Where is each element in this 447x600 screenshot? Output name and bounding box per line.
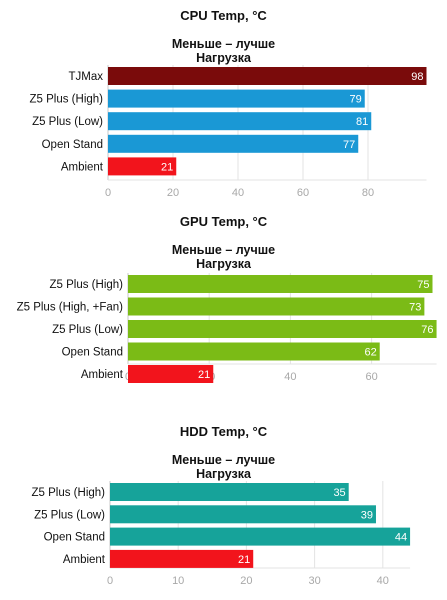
bar	[110, 483, 349, 501]
value-label: 81	[356, 116, 368, 128]
x-tick-label: 0	[105, 187, 111, 199]
x-tick-label: 80	[362, 187, 374, 199]
category-label: Z5 Plus (High)	[30, 94, 104, 106]
chart-subtitle-load: Нагрузка	[196, 257, 252, 271]
value-label: 21	[161, 161, 173, 173]
value-label: 75	[417, 279, 429, 291]
category-label: Ambient	[61, 161, 104, 173]
x-tick-label: 30	[308, 575, 320, 587]
value-label: 21	[198, 369, 210, 381]
category-label: Z5 Plus (Low)	[52, 324, 123, 336]
x-tick-label: 60	[297, 187, 309, 199]
bar	[128, 320, 437, 338]
bar	[110, 527, 411, 546]
bar	[110, 549, 254, 568]
bar	[108, 67, 427, 85]
value-label: 77	[343, 139, 355, 151]
x-tick-label: 40	[284, 371, 296, 383]
category-label: Open Stand	[42, 139, 103, 151]
value-label: 98	[411, 71, 423, 83]
value-label: 73	[409, 302, 421, 314]
x-tick-label: 10	[172, 575, 184, 587]
bar	[108, 112, 372, 131]
x-tick-label: 40	[377, 575, 389, 587]
category-label: Open Stand	[44, 532, 105, 544]
bar	[108, 157, 177, 176]
chart-title: GPU Temp, °C	[180, 214, 268, 229]
chart-subtitle: Меньше – лучше	[172, 243, 275, 257]
x-tick-label: 60	[365, 371, 377, 383]
bar	[128, 275, 433, 293]
value-label: 62	[364, 347, 376, 359]
category-label: Z5 Plus (Low)	[34, 509, 105, 521]
category-label: Z5 Plus (Low)	[32, 116, 103, 128]
value-label: 44	[395, 532, 407, 544]
value-label: 76	[421, 324, 433, 336]
bar	[108, 134, 359, 153]
bar	[128, 365, 214, 383]
bar	[108, 89, 365, 108]
chart-subtitle: Меньше – лучше	[172, 37, 275, 51]
value-label: 21	[238, 554, 250, 566]
chart-title: CPU Temp, °C	[180, 8, 267, 23]
value-label: 35	[333, 487, 345, 499]
bar	[128, 297, 425, 316]
category-label: Ambient	[63, 554, 106, 566]
category-label: TJMax	[69, 71, 104, 83]
category-label: Open Stand	[62, 347, 123, 359]
chart-subtitle-load: Нагрузка	[196, 467, 252, 481]
category-label: Z5 Plus (High)	[32, 487, 106, 499]
bar	[110, 505, 376, 524]
value-label: 39	[361, 509, 373, 521]
bar	[128, 342, 380, 361]
value-label: 79	[350, 94, 362, 106]
category-label: Z5 Plus (High, +Fan)	[17, 302, 124, 314]
chart-subtitle: Меньше – лучше	[172, 453, 275, 467]
x-tick-label: 20	[167, 187, 179, 199]
chart-subtitle-load: Нагрузка	[196, 51, 252, 65]
category-label: Ambient	[81, 369, 124, 381]
x-tick-label: 40	[232, 187, 244, 199]
x-tick-label: 0	[107, 575, 113, 587]
category-label: Z5 Plus (High)	[50, 279, 124, 291]
x-tick-label: 20	[240, 575, 252, 587]
chart-title: HDD Temp, °C	[180, 424, 268, 439]
